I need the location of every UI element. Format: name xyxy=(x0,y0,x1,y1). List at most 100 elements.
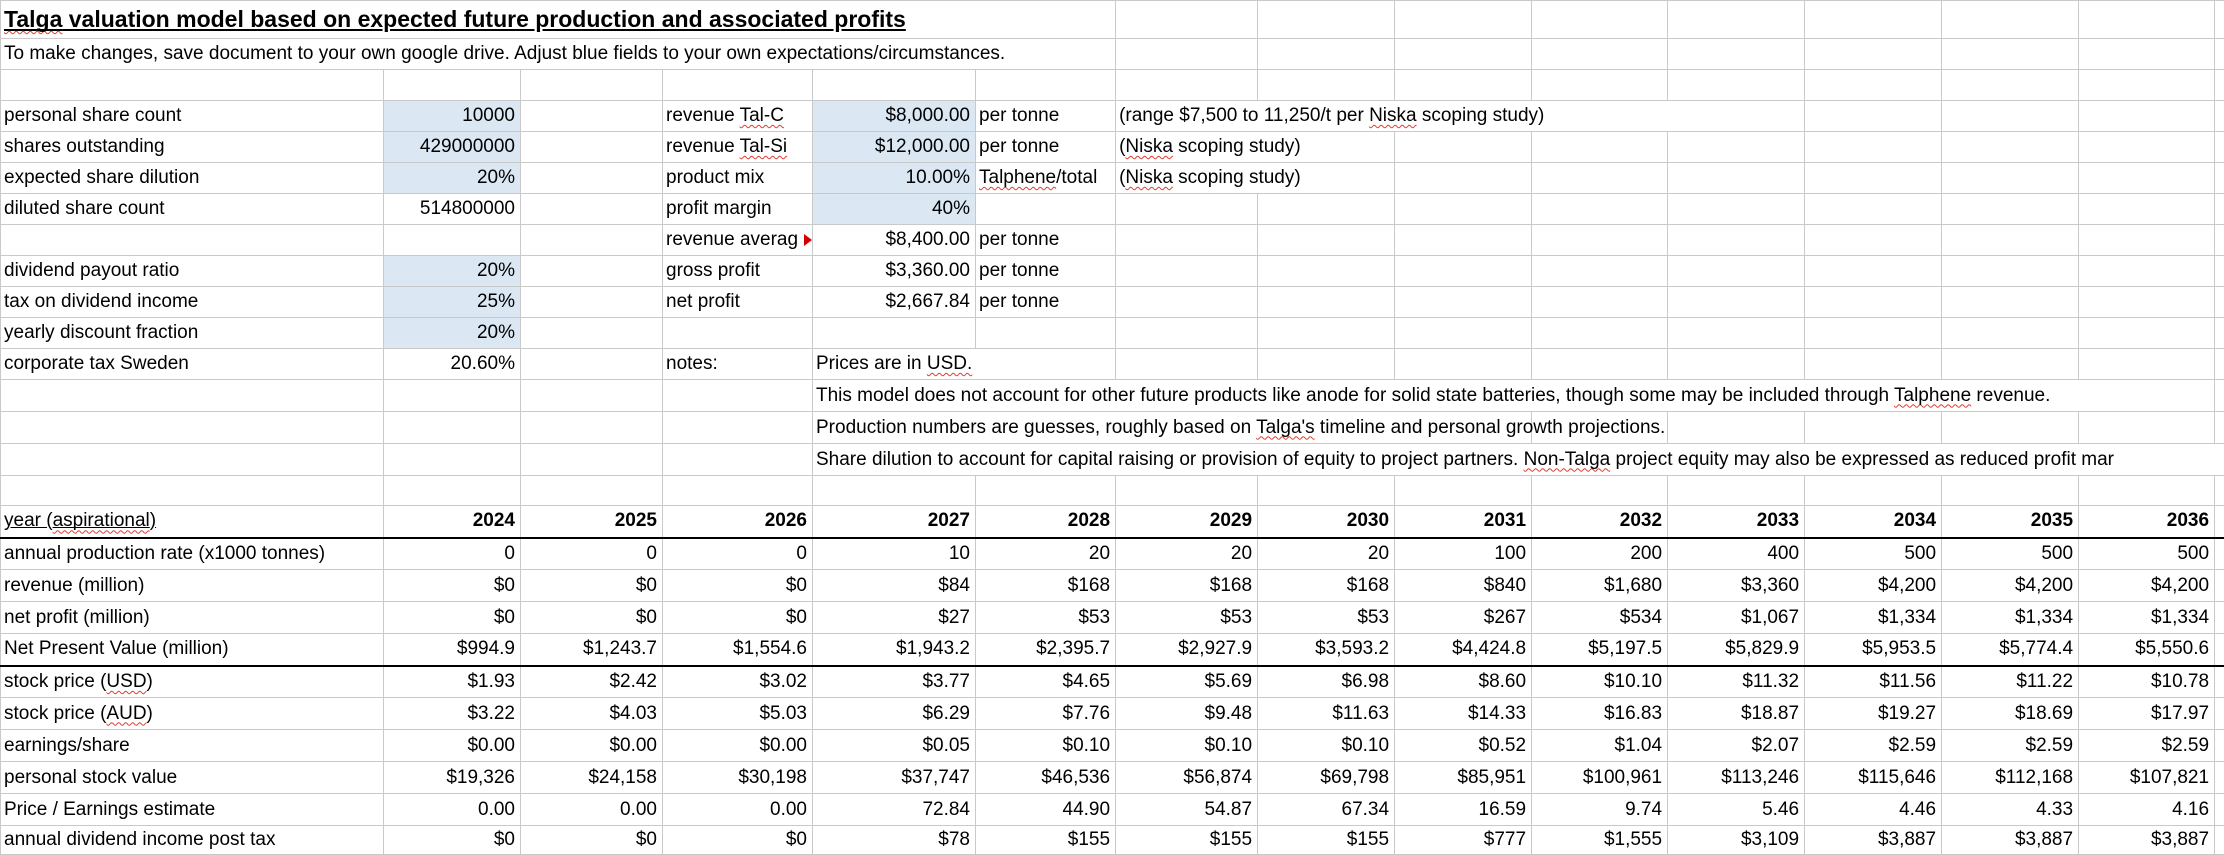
empty-cell[interactable] xyxy=(1116,225,1258,256)
empty-cell[interactable] xyxy=(2079,1,2215,39)
projection-value-cell[interactable]: $0.00 xyxy=(384,730,521,762)
param-label[interactable]: net profit xyxy=(663,287,813,318)
projection-value-cell[interactable]: 0.00 xyxy=(384,794,521,826)
projection-value-cell[interactable]: $19,326 xyxy=(384,762,521,794)
note-line[interactable]: This model does not account for other fu… xyxy=(813,380,2215,412)
projection-value-cell[interactable]: $0.10 xyxy=(1258,730,1395,762)
empty-cell[interactable] xyxy=(1395,318,1532,349)
param-input-cell[interactable]: 25% xyxy=(384,287,521,318)
projection-value-cell[interactable]: $11.56 xyxy=(1805,666,1942,698)
empty-cell[interactable] xyxy=(2215,380,2224,412)
empty-cell[interactable] xyxy=(663,476,813,506)
year-header-cell[interactable]: 2030 xyxy=(1258,506,1395,538)
empty-cell[interactable] xyxy=(1805,101,1942,132)
empty-cell[interactable] xyxy=(1116,349,1258,380)
projection-value-cell[interactable]: $19.27 xyxy=(1805,698,1942,730)
param-label[interactable]: revenue Tal-Si xyxy=(663,132,813,163)
projection-value-cell[interactable]: $2.59 xyxy=(1805,730,1942,762)
projection-value-cell[interactable]: 0 xyxy=(663,538,813,570)
empty-cell[interactable] xyxy=(2079,287,2215,318)
empty-cell[interactable] xyxy=(2215,39,2224,70)
empty-cell[interactable] xyxy=(1116,476,1258,506)
empty-cell[interactable] xyxy=(1532,163,1668,194)
empty-cell[interactable] xyxy=(1532,132,1668,163)
projection-value-cell[interactable]: 54.87 xyxy=(1116,794,1258,826)
projection-value-cell[interactable]: 500 xyxy=(1942,538,2079,570)
empty-cell[interactable] xyxy=(1395,256,1532,287)
empty-cell[interactable] xyxy=(2215,476,2224,506)
empty-cell[interactable] xyxy=(1,476,384,506)
empty-cell[interactable] xyxy=(1805,70,1942,101)
empty-cell[interactable] xyxy=(521,101,663,132)
empty-cell[interactable] xyxy=(1532,256,1668,287)
empty-cell[interactable] xyxy=(1258,225,1395,256)
projection-value-cell[interactable]: $0.10 xyxy=(1116,730,1258,762)
empty-cell[interactable] xyxy=(813,70,976,101)
projection-value-cell[interactable]: $115,646 xyxy=(1805,762,1942,794)
projection-value-cell[interactable]: $0.00 xyxy=(521,730,663,762)
projection-row-label[interactable]: stock price (AUD) xyxy=(1,698,384,730)
projection-value-cell[interactable]: $6.29 xyxy=(813,698,976,730)
param-input-cell[interactable]: 20% xyxy=(384,318,521,349)
param-label[interactable]: product mix xyxy=(663,163,813,194)
empty-cell[interactable] xyxy=(1395,163,1532,194)
empty-cell[interactable] xyxy=(521,225,663,256)
empty-cell[interactable] xyxy=(1805,412,1942,444)
projection-value-cell[interactable]: $0 xyxy=(384,570,521,602)
empty-cell[interactable] xyxy=(1805,476,1942,506)
projection-value-cell[interactable]: $18.69 xyxy=(1942,698,2079,730)
projection-value-cell[interactable]: $0 xyxy=(384,602,521,634)
empty-cell[interactable] xyxy=(1805,287,1942,318)
projection-value-cell[interactable]: 400 xyxy=(1668,538,1805,570)
projection-value-cell[interactable]: 16.59 xyxy=(1395,794,1532,826)
unit-label[interactable]: per tonne xyxy=(976,256,1116,287)
projection-header-label[interactable]: year (aspirational) xyxy=(1,506,384,538)
projection-value-cell[interactable]: $3,593.2 xyxy=(1258,634,1395,666)
empty-cell[interactable] xyxy=(1668,163,1805,194)
empty-cell[interactable] xyxy=(1258,39,1395,70)
projection-value-cell[interactable]: 20 xyxy=(1258,538,1395,570)
projection-value-cell[interactable]: $3.02 xyxy=(663,666,813,698)
param-label[interactable]: personal share count xyxy=(1,101,384,132)
param-value-cell[interactable]: 514800000 xyxy=(384,194,521,225)
year-header-cell[interactable]: 2026 xyxy=(663,506,813,538)
empty-cell[interactable] xyxy=(1942,1,2079,39)
projection-value-cell[interactable]: $0 xyxy=(663,826,813,855)
empty-cell[interactable] xyxy=(1532,349,1668,380)
param-input-cell[interactable]: 40% xyxy=(813,194,976,225)
projection-value-cell[interactable]: $53 xyxy=(976,602,1116,634)
empty-cell[interactable] xyxy=(521,412,663,444)
projection-value-cell[interactable]: $155 xyxy=(1258,826,1395,855)
empty-cell[interactable] xyxy=(2215,349,2224,380)
projection-value-cell[interactable]: $4.65 xyxy=(976,666,1116,698)
empty-cell[interactable] xyxy=(521,349,663,380)
empty-cell[interactable] xyxy=(1116,256,1258,287)
empty-cell[interactable] xyxy=(2079,39,2215,70)
projection-value-cell[interactable]: $56,874 xyxy=(1116,762,1258,794)
empty-cell[interactable] xyxy=(1116,1,1258,39)
param-input-cell[interactable]: 20% xyxy=(384,163,521,194)
projection-value-cell[interactable]: $5.03 xyxy=(663,698,813,730)
projection-value-cell[interactable]: $37,747 xyxy=(813,762,976,794)
projection-value-cell[interactable]: 4.16 xyxy=(2079,794,2215,826)
empty-cell[interactable] xyxy=(2215,826,2224,855)
empty-cell[interactable] xyxy=(2079,476,2215,506)
param-label[interactable]: gross profit xyxy=(663,256,813,287)
empty-cell[interactable] xyxy=(1668,318,1805,349)
empty-cell[interactable] xyxy=(2079,70,2215,101)
param-input-cell[interactable]: 429000000 xyxy=(384,132,521,163)
empty-cell[interactable] xyxy=(1942,70,2079,101)
empty-cell[interactable] xyxy=(1942,132,2079,163)
param-input-cell[interactable]: 10.00% xyxy=(813,163,976,194)
projection-value-cell[interactable]: $100,961 xyxy=(1532,762,1668,794)
empty-cell[interactable] xyxy=(2215,506,2224,538)
empty-cell[interactable] xyxy=(1942,412,2079,444)
projection-row-label[interactable]: stock price (USD) xyxy=(1,666,384,698)
projection-value-cell[interactable]: 20 xyxy=(976,538,1116,570)
empty-cell[interactable] xyxy=(2215,101,2224,132)
projection-value-cell[interactable]: $5,829.9 xyxy=(1668,634,1805,666)
empty-cell[interactable] xyxy=(1805,225,1942,256)
empty-cell[interactable] xyxy=(384,476,521,506)
empty-cell[interactable] xyxy=(1116,194,1258,225)
empty-cell[interactable] xyxy=(976,318,1116,349)
